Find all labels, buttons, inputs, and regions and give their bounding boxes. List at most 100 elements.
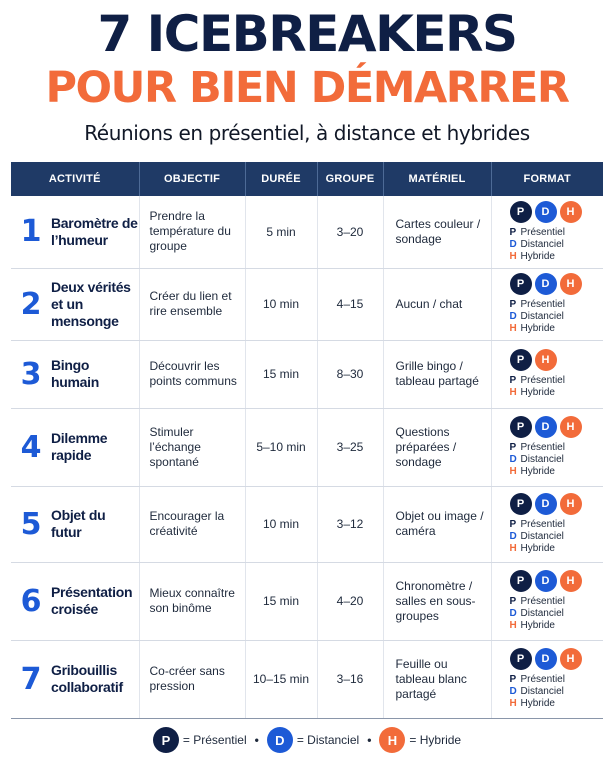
activity-name: Deux vérités et un mensonge — [51, 278, 131, 329]
format-label: Présentiel — [520, 442, 565, 453]
format-badge-p: P — [509, 349, 532, 371]
format-letter: H — [509, 620, 517, 631]
format-label: Hybride — [520, 250, 555, 262]
activity-number: 5 — [20, 506, 42, 542]
format-label: Hybride — [520, 620, 555, 631]
icebreakers-table: ACTIVITÉ OBJECTIF DURÉE GROUPE MATÉRIEL … — [11, 162, 603, 719]
legend-text-p: = Présentiel — [182, 733, 247, 747]
format-label: Hybride — [520, 387, 555, 398]
col-header-objective: OBJECTIF — [139, 162, 246, 196]
format-line: D Distanciel — [510, 608, 604, 620]
format-line: P Présentiel — [510, 227, 604, 239]
format-label: Hybride — [520, 543, 555, 554]
format-badge-h: H — [559, 200, 582, 223]
cell-activity: 6 Présentation croisée — [11, 562, 140, 641]
format-badge-h: H — [559, 648, 582, 670]
col-header-material: MATÉRIEL — [383, 162, 492, 196]
cell-objective: Co-créer sans pression — [139, 640, 246, 719]
activity-number: 6 — [20, 583, 42, 619]
cell-material: Objet ou image / caméra — [383, 486, 492, 563]
legend-text-d: = Distanciel — [296, 733, 360, 747]
format-label: Distanciel — [520, 311, 564, 322]
format-letter: P — [509, 442, 517, 453]
format-badge-d: D — [534, 570, 557, 592]
legend-badge-d: D — [266, 727, 293, 753]
format-label: Présentiel — [520, 596, 565, 607]
cell-duration: 15 min — [245, 562, 318, 641]
format-letter: D — [509, 238, 517, 250]
format-letter: H — [509, 466, 517, 477]
format-letter: P — [509, 674, 517, 685]
format-line: H Hybride — [510, 543, 604, 555]
format-letter: P — [509, 519, 517, 530]
format-line: H Hybride — [510, 323, 604, 335]
format-badge-p: P — [509, 416, 532, 438]
format-line: D Distanciel — [510, 686, 604, 698]
cell-material: Cartes couleur / sondage — [383, 196, 492, 269]
format-label: Présentiel — [520, 299, 565, 310]
legend-separator: • — [367, 733, 372, 747]
activity-number: 1 — [20, 214, 42, 250]
format-badge-p: P — [509, 648, 532, 670]
cell-format: P D H P Présentiel D Distanciel H Hybride — [491, 640, 604, 719]
col-header-activity: ACTIVITÉ — [11, 162, 140, 196]
cell-duration: 10 min — [245, 268, 318, 341]
table-row: 3 Bingo humain Découvrir les points commun… — [11, 340, 604, 409]
format-line: H Hybride — [510, 387, 604, 399]
activity-name: Gribouillis collaboratif — [51, 662, 123, 695]
format-badge-p: P — [509, 570, 532, 592]
format-badge-d: D — [534, 200, 557, 223]
format-line: D Distanciel — [510, 454, 604, 466]
legend-text-h: = Hybride — [409, 733, 462, 747]
table-body: 1 Baromètre de l’humeur Prendre la tempéra… — [11, 196, 604, 719]
activity-name: Baromètre de l’humeur — [51, 214, 138, 248]
cell-format: P D H P Présentiel D Distanciel H Hybride — [491, 268, 604, 341]
cell-group: 4–15 — [317, 268, 384, 341]
cell-format: P D H P Présentiel D Distanciel H Hybride — [491, 562, 604, 641]
format-letter: D — [509, 311, 517, 322]
cell-activity: 1 Baromètre de l’humeur — [11, 196, 140, 269]
cell-activity: 7 Gribouillis collaboratif — [11, 640, 140, 719]
format-label: Présentiel — [520, 674, 565, 685]
format-letter: H — [509, 323, 517, 334]
format-letter: D — [509, 608, 517, 619]
format-line: H Hybride — [510, 251, 604, 263]
format-label: Présentiel — [520, 375, 565, 386]
cell-group: 3–12 — [317, 486, 384, 563]
format-line: P Présentiel — [510, 442, 604, 454]
format-line: D Distanciel — [510, 311, 604, 323]
format-badge-d: D — [534, 648, 557, 670]
format-label: Présentiel — [520, 519, 565, 530]
table-header-row: ACTIVITÉ OBJECTIF DURÉE GROUPE MATÉRIEL … — [11, 162, 603, 196]
activity-number: 7 — [20, 661, 42, 697]
table-row: 1 Baromètre de l’humeur Prendre la tempéra… — [11, 196, 604, 269]
activity-number: 2 — [20, 286, 42, 322]
format-legend: P = Présentiel • D = Distanciel • H = Hy… — [0, 727, 614, 753]
cell-group: 3–16 — [317, 640, 384, 719]
format-badge-d: D — [534, 416, 557, 438]
format-badge-p: P — [509, 493, 532, 515]
activity-number: 4 — [20, 429, 42, 465]
cell-material: Feuille ou tableau blanc partagé — [383, 640, 492, 719]
cell-objective: Créer du lien et rire ensemble — [139, 268, 246, 341]
format-badge-h: H — [559, 416, 582, 438]
format-letter: H — [509, 543, 517, 554]
format-badge-h: H — [534, 349, 557, 371]
format-label: Distanciel — [520, 686, 564, 697]
format-letter: P — [509, 226, 517, 238]
format-badge-d: D — [534, 493, 557, 515]
table-row: 2 Deux vérités et un mensonge Créer du lie… — [11, 268, 604, 341]
legend-separator: • — [254, 733, 259, 747]
format-line: P Présentiel — [510, 299, 604, 311]
format-badge-p: P — [509, 273, 532, 295]
cell-objective: Stimuler l’échange spontané — [139, 408, 246, 487]
format-badge-h: H — [559, 273, 582, 295]
col-header-group: GROUPE — [317, 162, 384, 196]
format-line: H Hybride — [510, 466, 604, 478]
